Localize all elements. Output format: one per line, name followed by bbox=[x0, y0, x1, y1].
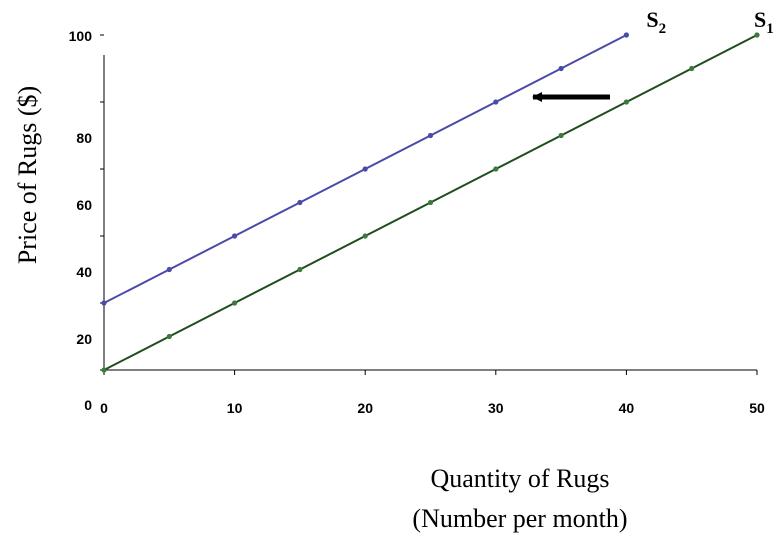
x-tick-label-40: 40 bbox=[619, 400, 635, 416]
x-tick-label-50: 50 bbox=[749, 400, 765, 416]
x-tick-label-10: 10 bbox=[227, 400, 243, 416]
y-tick-label-80: 80 bbox=[76, 130, 92, 146]
point-s2-0 bbox=[101, 300, 107, 306]
x-axis-title-line2: (Number per month) bbox=[412, 504, 627, 533]
y-tick-label-0: 0 bbox=[84, 397, 92, 413]
y-tick-label-100: 100 bbox=[69, 28, 93, 44]
point-s2-5 bbox=[427, 132, 434, 139]
point-s2-6 bbox=[493, 99, 499, 105]
point-s1-4 bbox=[362, 233, 368, 239]
point-s2-2 bbox=[232, 233, 238, 239]
x-tick-label-30: 30 bbox=[488, 400, 504, 416]
x-tick-label-0: 0 bbox=[100, 400, 108, 416]
point-s1-0 bbox=[101, 367, 107, 373]
point-s1-5 bbox=[427, 199, 434, 206]
x-axis-title-line1: Quantity of Rugs bbox=[430, 464, 609, 493]
point-s2-7 bbox=[558, 65, 564, 72]
point-s1-10 bbox=[754, 32, 760, 38]
series-label-s1: S1 bbox=[754, 7, 774, 37]
point-s1-9 bbox=[689, 65, 695, 72]
point-s2-4 bbox=[362, 166, 368, 172]
y-tick-label-40: 40 bbox=[76, 264, 92, 280]
point-s2-8 bbox=[623, 32, 630, 38]
y-axis-title: Price of Rugs ($) bbox=[13, 86, 42, 264]
point-s1-8 bbox=[623, 99, 630, 105]
series-label-s2: S2 bbox=[646, 7, 666, 37]
point-s1-7 bbox=[558, 132, 564, 139]
point-s1-1 bbox=[166, 333, 172, 340]
point-s1-6 bbox=[493, 166, 499, 172]
x-tick-label-20: 20 bbox=[357, 400, 373, 416]
point-s1-2 bbox=[232, 300, 238, 306]
y-tick-label-20: 20 bbox=[76, 331, 92, 347]
point-s1-3 bbox=[297, 266, 303, 273]
point-s2-1 bbox=[166, 266, 172, 273]
point-s2-3 bbox=[297, 199, 303, 206]
y-tick-label-60: 60 bbox=[76, 197, 92, 213]
